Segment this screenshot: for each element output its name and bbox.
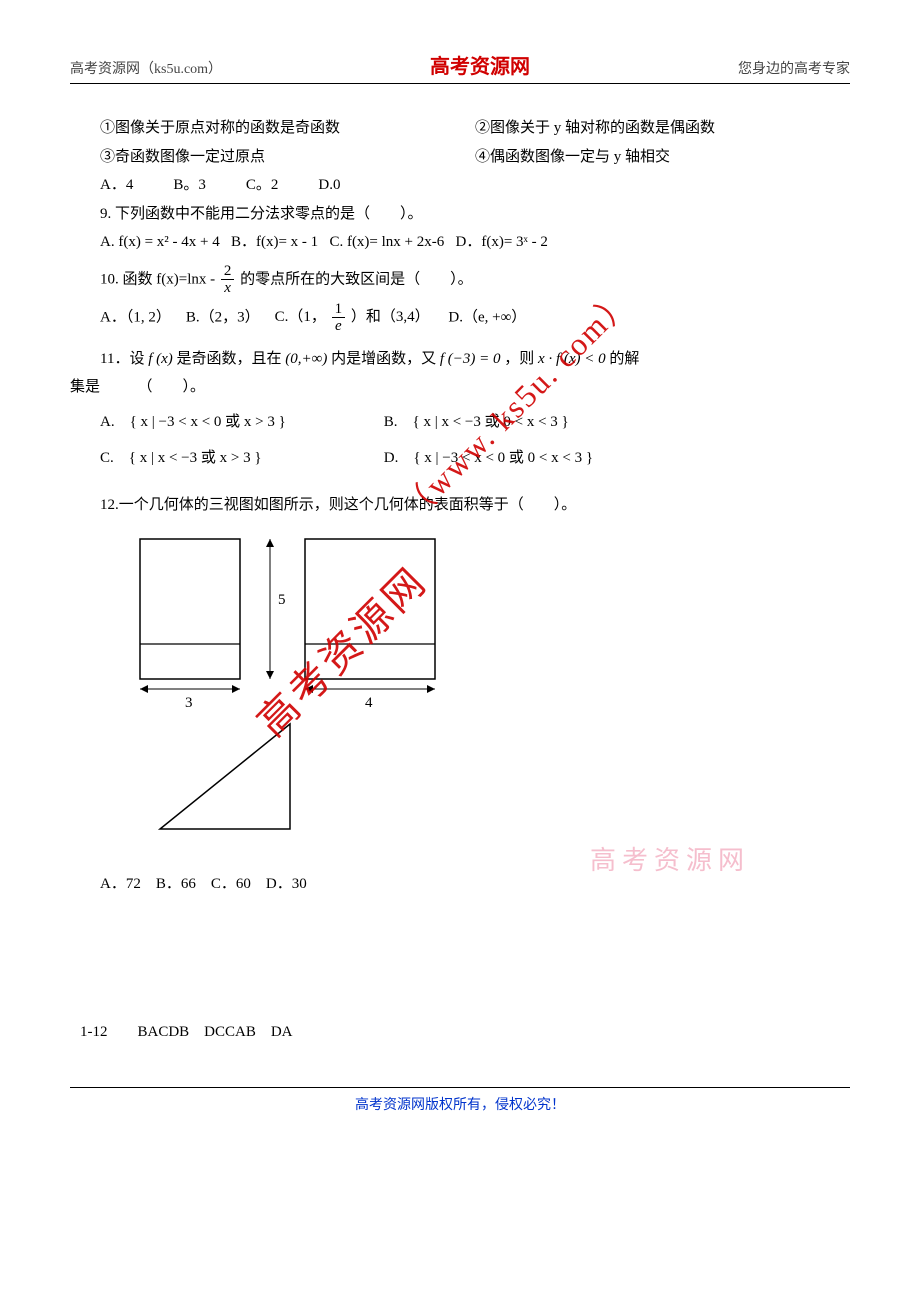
q10-a: A．（1, 2） [100, 309, 171, 325]
statement-2: ②图像关于 y 轴对称的函数是偶函数 [475, 114, 850, 143]
q11-line2: 集是 （ ）。 [70, 373, 850, 402]
q11-mid1: 是奇函数，且在 [177, 351, 286, 367]
three-view-diagram: 3 5 4 [120, 529, 850, 860]
q11-options: A. { x | −3 < x < 0 或 x > 3 } B. { x | x… [100, 408, 850, 481]
header-left: 高考资源网（ks5u.com） [70, 58, 222, 78]
opt-b: B。3 [173, 171, 206, 200]
answers-line: 1-12 BACDB DCCAB DA [80, 1018, 850, 1047]
q10-c-pre: C.（1， [275, 309, 326, 325]
q11-ineq: x · f (x) < 0 [538, 351, 606, 367]
q11-interval: (0,+∞) [285, 351, 327, 367]
q12-d: D．30 [266, 876, 307, 892]
q10-prefix: 10. 函数 f(x)=lnx - [100, 271, 219, 287]
q10-num: 2 [221, 263, 235, 281]
q11-mid4: 的解 [609, 351, 639, 367]
q11-pre: 11．设 [100, 351, 148, 367]
statement-3: ③奇函数图像一定过原点 [100, 143, 475, 172]
content-body: ①图像关于原点对称的函数是奇函数 ②图像关于 y 轴对称的函数是偶函数 ③奇函数… [70, 114, 850, 1047]
q11-a: A. { x | −3 < x < 0 或 x > 3 } [100, 408, 380, 437]
diagram-svg: 3 5 4 [120, 529, 460, 849]
q10-c-post: ）和（3,4） [351, 309, 430, 325]
q11-c: C. { x | x < −3 或 x > 3 } [100, 444, 380, 473]
statements-row-2: ③奇函数图像一定过原点 ④偶函数图像一定与 y 轴相交 [100, 143, 850, 172]
q11-d: D. { x | −3 < x < 0 或 0 < x < 3 } [384, 444, 664, 473]
q11-mid2: 内是增函数，又 [331, 351, 440, 367]
q11-mid3: ，则 [504, 351, 538, 367]
q9-c: C. f(x)= lnx + 2x-6 [329, 234, 444, 250]
opt-c: C。2 [246, 171, 279, 200]
statements-row-1: ①图像关于原点对称的函数是奇函数 ②图像关于 y 轴对称的函数是偶函数 [100, 114, 850, 143]
q10-d: D.（e, +∞） [448, 309, 526, 325]
statement-4: ④偶函数图像一定与 y 轴相交 [475, 143, 850, 172]
q10-den: x [221, 280, 235, 297]
q9-d: D．f(x)= 3ˣ - 2 [456, 234, 548, 250]
statement-1: ①图像关于原点对称的函数是奇函数 [100, 114, 475, 143]
q12-options: A．72 B．66 C．60 D．30 [100, 870, 850, 899]
q11-b: B. { x | x < −3 或 0 < x < 3 } [384, 408, 664, 437]
dim-5: 5 [278, 592, 286, 608]
footer-text: 高考资源网版权所有，侵权必究！ [70, 1087, 850, 1114]
dim-4: 4 [365, 695, 373, 711]
q9-options: A. f(x) = x² - 4x + 4 B．f(x)= x - 1 C. f… [100, 228, 850, 257]
q10-fraction: 2 x [221, 263, 235, 297]
q10-c-num: 1 [332, 301, 346, 319]
q12-a: A．72 [100, 876, 141, 892]
q9-b: B．f(x)= x - 1 [231, 234, 318, 250]
statement-options: A．4 B。3 C。2 D.0 [100, 171, 850, 200]
page-header: 高考资源网（ks5u.com） 高考资源网 您身边的高考专家 [70, 50, 850, 84]
header-right: 您身边的高考专家 [738, 58, 850, 78]
opt-a: A．4 [100, 171, 133, 200]
q12-text: 12.一个几何体的三视图如图所示，则这个几何体的表面积等于（ ）。 [100, 491, 850, 520]
header-center: 高考资源网 [430, 50, 530, 79]
q10-c-frac: 1 e [332, 301, 346, 335]
q9-a: A. f(x) = x² - 4x + 4 [100, 234, 220, 250]
q12-b: B．66 [156, 876, 196, 892]
q10-b: B.（2，3） [186, 309, 260, 325]
q10-suffix: 的零点所在的大致区间是（ ）。 [240, 271, 473, 287]
q12-c: C．60 [211, 876, 251, 892]
q11-cond: f (−3) = 0 [440, 351, 501, 367]
q10-options: A．（1, 2） B.（2，3） C.（1， 1 e ）和（3,4） D.（e,… [100, 301, 850, 335]
q10-c: C.（1， 1 e ）和（3,4） [275, 309, 434, 325]
opt-d: D.0 [318, 171, 340, 200]
q9-text: 9. 下列函数中不能用二分法求零点的是（ ）。 [100, 200, 850, 229]
q11-line1: 11．设 f (x) 是奇函数，且在 (0,+∞) 内是增函数，又 f (−3)… [100, 345, 850, 374]
q10-text: 10. 函数 f(x)=lnx - 2 x 的零点所在的大致区间是（ ）。 [100, 263, 850, 297]
dim-3: 3 [185, 695, 193, 711]
q10-c-den: e [332, 318, 346, 335]
q11-fx: f (x) [148, 351, 173, 367]
